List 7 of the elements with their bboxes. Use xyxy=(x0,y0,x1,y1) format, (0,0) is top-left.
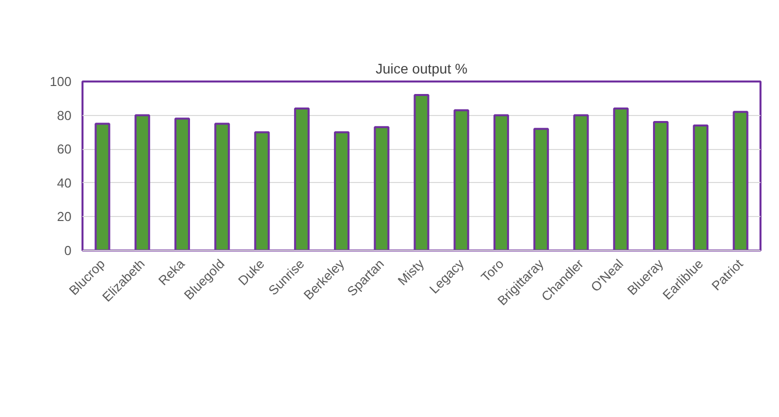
y-tick-label: 100 xyxy=(50,74,72,89)
chart-title: Juice output % xyxy=(376,60,468,76)
y-tick-label: 80 xyxy=(57,108,72,123)
y-tick-label: 0 xyxy=(64,243,72,258)
y-tick-label: 40 xyxy=(57,175,72,190)
y-tick-label: 60 xyxy=(57,142,72,157)
y-tick-label: 20 xyxy=(57,209,72,224)
